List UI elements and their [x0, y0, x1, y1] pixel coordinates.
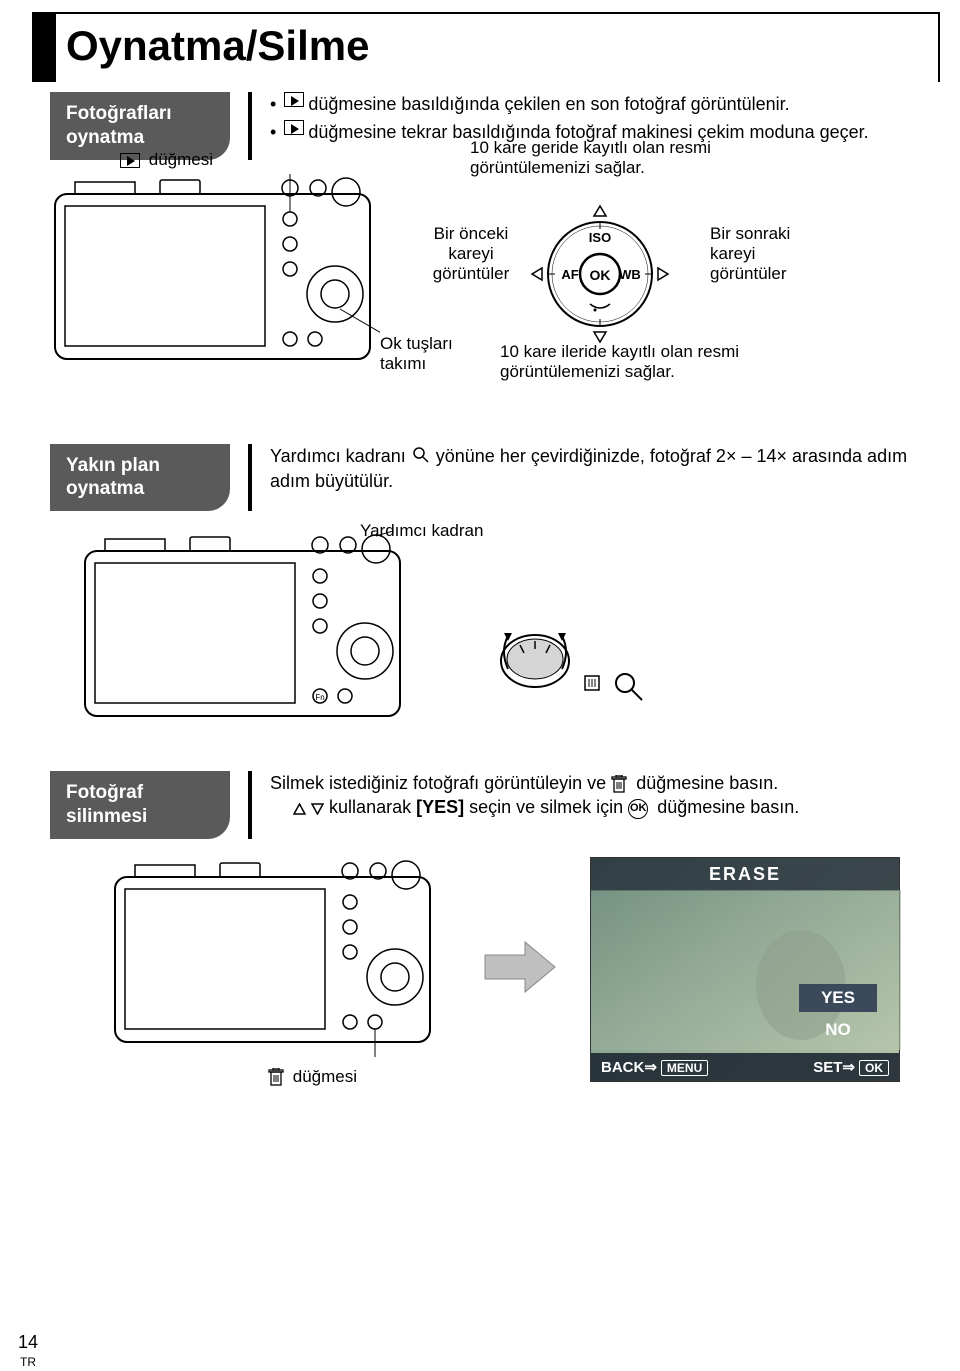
triangle-up-icon: [273, 804, 285, 814]
erase-confirmation-screen: ERASE YES NO BACK⇒MENU SET⇒OK: [590, 857, 900, 1082]
zoom-control-diagram: [490, 621, 670, 716]
title-row: Oynatma/Silme: [34, 14, 938, 82]
erase-footer: BACK⇒MENU SET⇒OK: [591, 1053, 899, 1081]
camera-back-svg-2: Fn: [80, 531, 410, 731]
next-frame-label: Bir sonraki kareyi görüntüler: [710, 224, 830, 284]
delete-line1-post: düğmesine basın.: [636, 773, 778, 793]
erase-title: ERASE: [591, 858, 899, 891]
separator-bar: [248, 771, 252, 839]
trash-button-text: düğmesi: [293, 1067, 357, 1086]
play-icon: [120, 153, 140, 168]
trash-icon: [611, 775, 627, 793]
play-icon: [284, 120, 304, 135]
svg-text:AF: AF: [561, 267, 578, 282]
delete-line2-post: düğmesine basın.: [657, 797, 799, 817]
triangle-down-icon: [311, 803, 324, 815]
closeup-body: Yardımcı kadranı yönüne her çevirdiğiniz…: [270, 444, 930, 494]
erase-options: YES NO: [799, 984, 877, 1048]
option-no[interactable]: NO: [799, 1016, 877, 1044]
delete-yes-bold: [YES]: [416, 797, 464, 817]
menu-box: MENU: [661, 1060, 708, 1076]
svg-text:Fn: Fn: [315, 693, 324, 702]
prev-frame-label: Bir önceki kareyi görüntüler: [416, 224, 526, 284]
bullet-icon: •: [270, 120, 276, 144]
camera-diagram-closeup: Yardımcı kadran Fn: [50, 531, 930, 751]
title-accent-bar: [34, 14, 56, 82]
magnify-icon: [413, 445, 429, 469]
back-label: BACK: [601, 1059, 644, 1076]
play-icon: [284, 92, 304, 107]
label-delete: Fotoğraf silinmesi: [50, 771, 230, 839]
arrow-set-label: Ok tuşları takımı: [380, 334, 490, 374]
bullet-icon: •: [270, 92, 276, 116]
delete-line1-pre: Silmek istediğiniz fotoğrafı görüntüleyi…: [270, 773, 606, 793]
playback-bullet-1: düğmesine basıldığında çekilen en son fo…: [308, 92, 789, 116]
section-closeup: Yakın plan oynatma Yardımcı kadranı yönü…: [50, 444, 930, 512]
delete-line2-pre: kullanarak: [329, 797, 411, 817]
page-frame: Oynatma/Silme: [32, 12, 940, 82]
closeup-text-pre: Yardımcı kadranı: [270, 446, 406, 466]
delete-line2-mid: seçin ve silmek için: [469, 797, 623, 817]
control-dial: ISO AF OK WB: [530, 204, 670, 349]
set-label: SET: [813, 1059, 842, 1076]
triangle-up-icon: [293, 803, 306, 815]
footer-back: BACK⇒MENU: [601, 1058, 708, 1076]
camera-back-svg: [50, 174, 380, 374]
section-delete: Fotoğraf silinmesi Silmek istediğiniz fo…: [50, 771, 930, 839]
page-title: Oynatma/Silme: [56, 14, 938, 82]
play-button-text: düğmesi: [149, 150, 213, 169]
ok-icon: OK: [628, 799, 648, 819]
ok-box: OK: [859, 1060, 889, 1076]
separator-bar: [248, 92, 252, 160]
footer-set: SET⇒OK: [813, 1058, 889, 1076]
svg-text:OK: OK: [590, 267, 611, 283]
camera-diagram-playback: düğmesi 10 kare geride kayıtlı olan resm…: [50, 174, 930, 414]
page-lang: TR: [20, 1355, 36, 1369]
dial-up-note: 10 kare geride kayıtlı olan resmi görünt…: [470, 138, 730, 178]
page-number: 14: [18, 1332, 38, 1353]
trash-icon: [268, 1068, 284, 1086]
svg-text:ISO: ISO: [589, 230, 611, 245]
option-yes[interactable]: YES: [799, 984, 877, 1012]
play-button-callout: düğmesi: [120, 150, 213, 170]
aux-dial-label: Yardımcı kadran: [360, 521, 483, 541]
svg-text:WB: WB: [619, 267, 641, 282]
trash-button-callout: düğmesi: [268, 1067, 357, 1087]
dial-down-note: 10 kare ileride kayıtlı olan resmi görün…: [500, 342, 800, 382]
camera-back-svg-3: [110, 857, 440, 1057]
label-closeup: Yakın plan oynatma: [50, 444, 230, 512]
separator-bar: [248, 444, 252, 512]
delete-body: Silmek istediğiniz fotoğrafı görüntüleyi…: [270, 771, 930, 820]
arrow-right-icon: [480, 937, 560, 1002]
camera-diagram-delete: düğmesi ERASE YES NO BACK⇒MENU: [50, 857, 930, 1117]
